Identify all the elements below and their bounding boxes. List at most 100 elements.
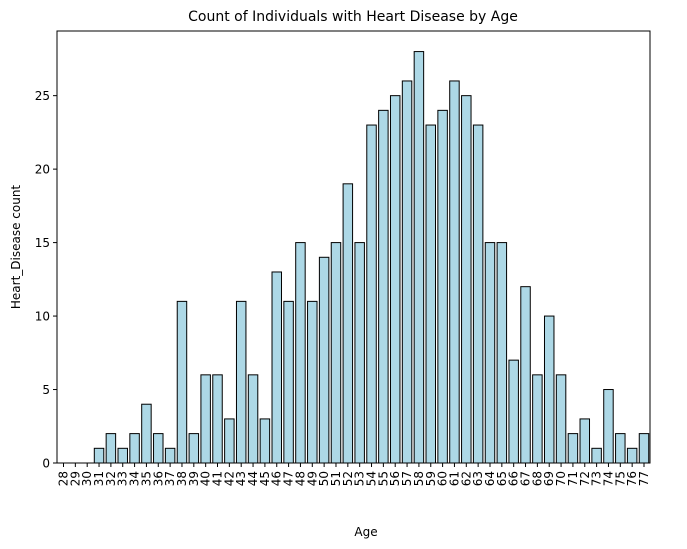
bar-age-60	[437, 109, 448, 464]
y-tick-label: 5	[42, 383, 50, 397]
x-tick-label: 53	[353, 471, 367, 486]
chart-title: Count of Individuals with Heart Disease …	[188, 9, 518, 25]
bar-age-39	[188, 433, 200, 464]
bar-age-69	[543, 315, 555, 464]
x-tick-label: 31	[92, 471, 106, 486]
bar-age-72	[579, 418, 591, 464]
x-tick-label: 64	[483, 471, 497, 486]
bar-age-33	[117, 447, 128, 464]
x-tick-label: 77	[637, 471, 651, 486]
x-tick-label: 44	[246, 471, 260, 486]
x-tick-label: 75	[613, 471, 627, 486]
bar-age-68	[532, 374, 543, 464]
x-tick-label: 74	[601, 471, 615, 486]
x-tick-label: 34	[128, 471, 142, 486]
x-tick-label: 45	[258, 471, 272, 486]
bar-age-73	[591, 447, 602, 464]
bar-age-50	[318, 256, 330, 464]
x-tick-label: 55	[376, 471, 390, 486]
y-tick-label: 15	[35, 236, 50, 250]
x-tick-label: 38	[175, 471, 189, 486]
bar-age-67	[520, 286, 531, 464]
bar-age-46	[271, 271, 282, 464]
x-tick-label: 40	[199, 471, 213, 486]
x-tick-label: 30	[80, 471, 94, 486]
bar-age-63	[472, 124, 484, 464]
x-tick-label: 36	[151, 471, 165, 486]
y-axis-label: Heart_Disease count	[9, 185, 23, 310]
bar-age-70	[555, 374, 567, 464]
x-tick-label: 39	[187, 471, 201, 486]
x-tick-label: 56	[388, 471, 402, 486]
x-axis-label: Age	[354, 525, 377, 539]
x-tick-label: 54	[365, 471, 379, 486]
x-tick-label: 41	[211, 471, 225, 486]
bar-age-35	[141, 403, 152, 464]
bar-age-75	[615, 433, 626, 464]
bar-age-38	[176, 300, 188, 464]
x-tick-label: 63	[471, 471, 485, 486]
bar-age-58	[413, 51, 425, 464]
x-tick-label: 60	[436, 471, 450, 486]
x-tick-label: 35	[139, 471, 153, 486]
bar-age-49	[307, 300, 318, 464]
y-axis: 0 5 10 15 20 25	[35, 89, 57, 471]
x-tick-label: 59	[424, 471, 438, 486]
y-tick-label: 10	[35, 310, 50, 324]
bar-age-65	[496, 242, 508, 464]
bar-age-54	[366, 124, 377, 464]
bar-age-57	[401, 80, 413, 464]
x-tick-label: 50	[317, 471, 331, 486]
x-tick-label: 68	[530, 471, 544, 486]
x-tick-label: 52	[341, 471, 355, 486]
bar-age-48	[295, 242, 306, 464]
bar-age-44	[247, 374, 259, 464]
x-tick-label: 49	[305, 471, 319, 486]
x-tick-label: 29	[68, 471, 82, 486]
bar-age-74	[603, 389, 614, 464]
bar-age-55	[378, 109, 389, 464]
x-tick-label: 51	[329, 471, 343, 486]
x-tick-label: 67	[519, 471, 533, 486]
x-tick-label: 58	[412, 471, 426, 486]
bar-age-40	[200, 374, 211, 464]
bar-age-52	[342, 183, 354, 464]
x-tick-label: 33	[116, 471, 130, 486]
x-tick-label: 76	[625, 471, 639, 486]
bar-age-51	[330, 242, 342, 464]
x-tick-label: 62	[459, 471, 473, 486]
bar-age-41	[212, 374, 223, 464]
bar-age-47	[283, 300, 294, 464]
bar-age-71	[567, 433, 579, 464]
bar-age-61	[449, 80, 460, 464]
bar-age-42	[224, 418, 235, 464]
x-tick-label: 32	[104, 471, 118, 486]
x-tick-label: 57	[400, 471, 414, 486]
x-tick-label: 37	[163, 471, 177, 486]
x-axis: 2829303132333435363738394041424344454647…	[57, 463, 651, 486]
x-tick-label: 28	[57, 471, 71, 486]
y-tick-label: 25	[35, 89, 50, 103]
bar-age-37	[164, 447, 176, 464]
bar-age-53	[354, 242, 365, 464]
plot-frame	[56, 30, 651, 464]
x-tick-label: 42	[222, 471, 236, 486]
x-tick-label: 69	[542, 471, 556, 486]
x-tick-label: 71	[566, 471, 580, 486]
bars-group	[93, 51, 650, 464]
bar-age-64	[484, 242, 496, 464]
bar-age-32	[105, 433, 117, 464]
x-tick-label: 46	[270, 471, 284, 486]
bar-age-59	[425, 124, 436, 464]
x-tick-label: 47	[282, 471, 296, 486]
bar-age-62	[461, 95, 472, 464]
bar-age-76	[626, 447, 638, 464]
x-tick-label: 61	[447, 471, 461, 486]
bar-age-45	[259, 418, 271, 464]
y-tick-label: 0	[42, 457, 50, 471]
x-tick-label: 70	[554, 471, 568, 486]
y-tick-label: 20	[35, 163, 50, 177]
bar-age-43	[235, 300, 247, 464]
x-tick-label: 65	[495, 471, 509, 486]
